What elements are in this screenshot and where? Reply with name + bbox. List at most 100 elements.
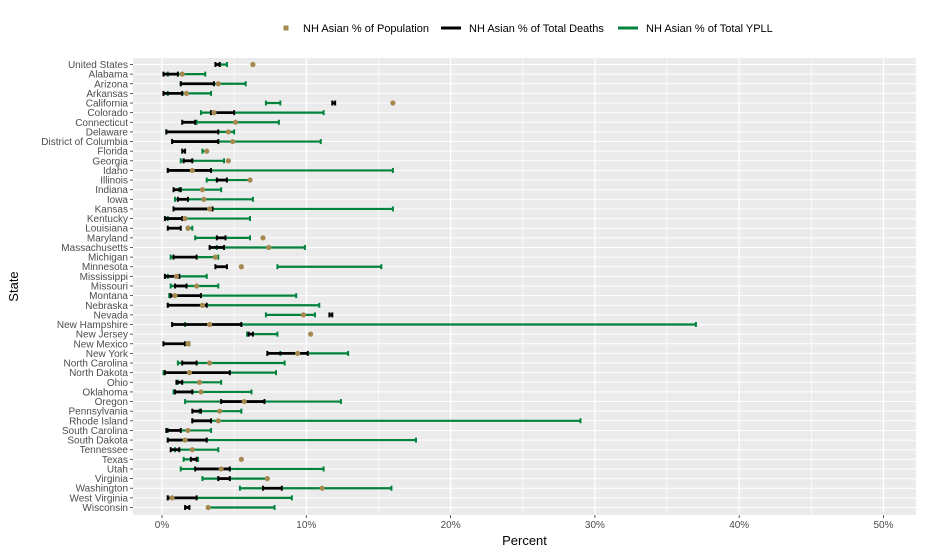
population-point — [266, 244, 272, 251]
state-row — [165, 427, 213, 434]
y-tick-label: Georgia — [92, 156, 128, 167]
y-tick-label: Kentucky — [87, 214, 128, 225]
y-tick-label: South Carolina — [62, 426, 129, 437]
y-tick-label: Nevada — [94, 310, 129, 321]
population-point — [198, 389, 204, 395]
population-point — [186, 370, 193, 376]
y-tick-label: Wisconsin — [82, 503, 128, 514]
state-row — [173, 196, 254, 202]
y-tick-label: Utah — [107, 464, 128, 475]
population-point — [238, 456, 244, 462]
y-tick-label: Oklahoma — [82, 387, 128, 398]
population-point — [250, 61, 256, 68]
population-point — [199, 187, 206, 193]
population-point — [264, 475, 270, 482]
state-row — [162, 370, 277, 376]
y-tick-label: New Hampshire — [57, 320, 129, 331]
legend-label: NH Asian % of Population — [303, 23, 429, 35]
state-row — [214, 61, 256, 68]
population-point — [207, 321, 213, 328]
state-row — [191, 408, 243, 414]
population-point — [300, 312, 307, 318]
state-row — [168, 293, 298, 299]
population-point — [205, 504, 211, 511]
state-row — [162, 341, 191, 347]
legend-item-deaths: NH Asian % of Total Deaths — [441, 23, 604, 35]
y-tick-label: Tennessee — [80, 445, 129, 456]
population-point — [185, 225, 191, 231]
y-tick-label: Missouri — [91, 281, 128, 292]
x-tick-label: 20% — [441, 520, 461, 531]
state-row — [172, 389, 253, 395]
state-row — [166, 167, 394, 174]
y-tick-label: Illinois — [100, 176, 128, 187]
y-tick-label: Rhode Island — [69, 416, 128, 427]
state-row — [162, 90, 213, 96]
tick-labels: 0% 10% 20% 30% 40% 50% United StatesAlabamaAri… — [41, 60, 893, 531]
state-row — [169, 447, 220, 453]
y-tick-label: California — [86, 99, 129, 110]
y-tick-label: Nebraska — [85, 301, 128, 312]
y-tick-label: Iowa — [107, 195, 129, 206]
population-point — [295, 350, 301, 356]
state-row — [163, 215, 252, 222]
y-tick-label: Montana — [89, 291, 128, 302]
state-row — [184, 398, 342, 405]
state-row — [171, 321, 697, 328]
legend-item-yll: NH Asian % of Total YPLL — [618, 23, 773, 35]
state-row — [179, 466, 325, 472]
state-row — [166, 302, 321, 308]
population-point — [204, 148, 210, 154]
state-row — [214, 264, 383, 270]
population-point — [225, 158, 231, 164]
y-tick-label: Idaho — [103, 166, 128, 177]
y-tick-label: Washington — [76, 484, 128, 495]
state-row — [175, 379, 223, 385]
population-point — [218, 466, 224, 472]
y-tick-label: Arizona — [94, 79, 128, 90]
population-point — [189, 447, 195, 453]
y-tick-label: Virginia — [95, 474, 129, 485]
y-tick-label: Maryland — [87, 233, 128, 244]
population-point — [189, 167, 195, 174]
y-tick-label: Indiana — [95, 185, 128, 196]
y-tick-label: North Dakota — [69, 368, 128, 379]
y-tick-label: Minnesota — [82, 262, 129, 273]
x-tick-label: 30% — [585, 520, 605, 531]
state-row — [169, 283, 220, 289]
population-point — [247, 177, 253, 183]
population-point — [196, 379, 203, 385]
legend: NH Asian % of Population NH Asian % of To… — [283, 23, 773, 35]
population-point — [182, 215, 188, 222]
population-point — [238, 264, 244, 270]
state-row — [166, 225, 194, 231]
state-row — [182, 456, 244, 462]
y-tick-label: Connecticut — [75, 118, 128, 129]
state-row — [194, 235, 266, 241]
state-row — [166, 437, 417, 443]
y-tick-label: Florida — [97, 147, 128, 158]
state-row — [208, 244, 306, 251]
state-row — [179, 158, 231, 164]
population-point — [215, 81, 221, 87]
state-row — [169, 254, 220, 260]
population-point — [173, 273, 180, 279]
y-tick-label: Mississippi — [80, 272, 128, 283]
y-tick-label: North Carolina — [64, 359, 129, 370]
population-point — [319, 485, 325, 491]
state-row — [264, 100, 396, 106]
y-tick-label: Michigan — [88, 253, 128, 264]
population-point — [308, 331, 314, 337]
population-point — [172, 293, 178, 299]
population-point — [199, 302, 206, 308]
y-tick-label: New Jersey — [76, 330, 128, 341]
population-point — [260, 235, 266, 241]
state-row — [238, 485, 393, 491]
state-row — [181, 148, 210, 154]
legend-label: NH Asian % of Total YPLL — [646, 23, 773, 35]
population-point — [232, 119, 239, 125]
population-point — [207, 360, 213, 366]
state-row — [166, 495, 293, 501]
population-point — [185, 341, 191, 347]
state-row — [184, 504, 276, 511]
